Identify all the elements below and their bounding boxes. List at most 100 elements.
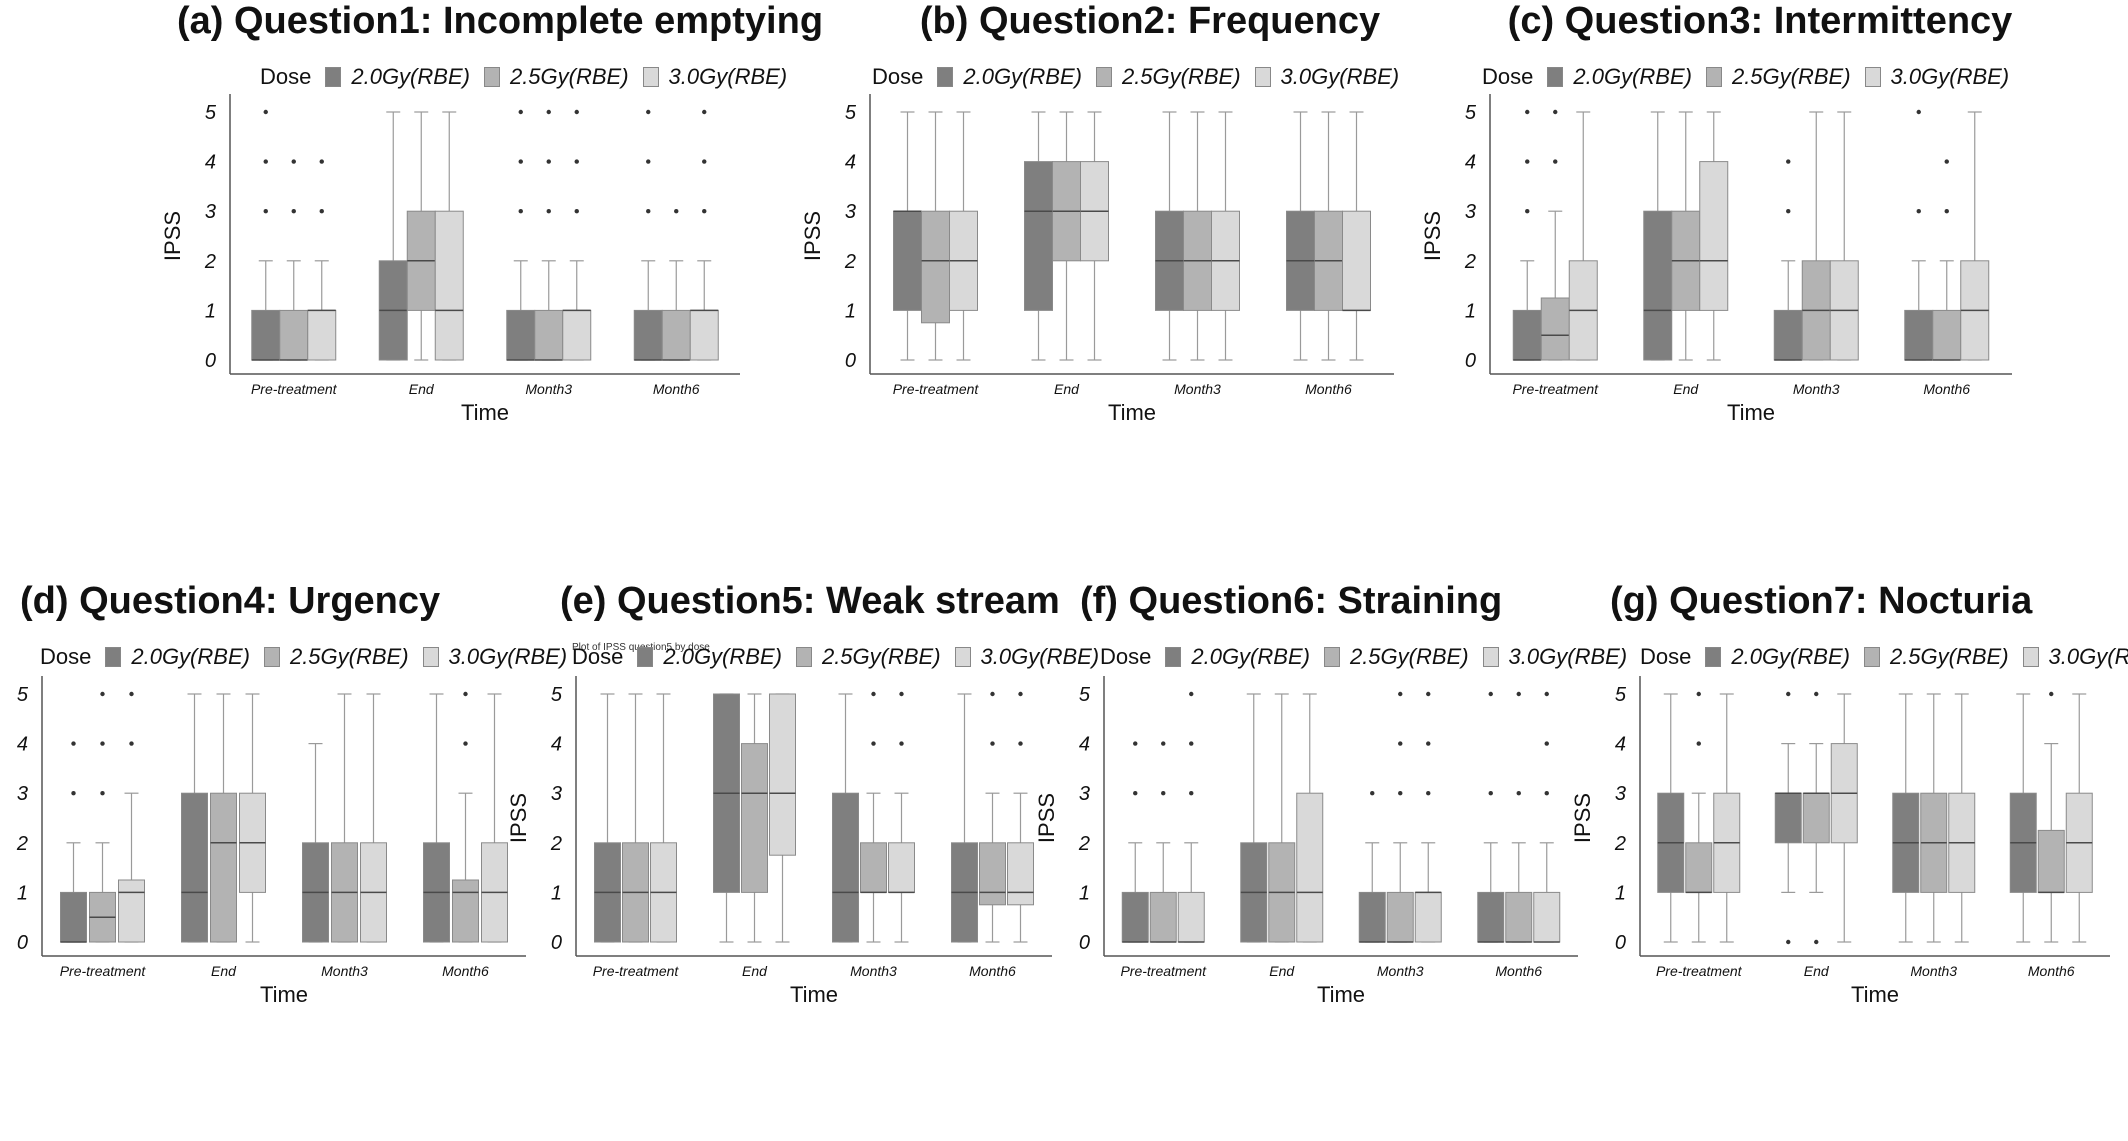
outlier-point [546, 159, 551, 164]
outlier-point [100, 741, 105, 746]
legend-title: Dose [1100, 644, 1152, 669]
outlier-point [263, 109, 268, 115]
y-tick-label: 5 [1465, 102, 1477, 124]
legend-label: 2.0Gy(RBE) [131, 644, 250, 669]
y-tick-label: 2 [1614, 833, 1626, 855]
outlier-point [71, 791, 76, 796]
outlier-point [291, 209, 296, 214]
x-axis-label: Time [1108, 400, 1156, 425]
legend-key [1547, 67, 1564, 87]
x-axis-label: Time [1317, 982, 1365, 1007]
legend-key [2022, 647, 2039, 667]
outlier-point [1544, 791, 1549, 796]
y-tick-label: 5 [17, 684, 29, 706]
x-tick-label: Pre-treatment [251, 381, 338, 397]
legend-label: 3.0Gy(RBE) [448, 644, 568, 669]
y-tick-label: 3 [17, 783, 28, 805]
box [769, 693, 796, 856]
box [1149, 891, 1177, 943]
y-tick-label: 1 [1079, 882, 1090, 904]
legend-key [1705, 67, 1722, 87]
outlier-point [319, 159, 324, 164]
y-tick-label: 0 [551, 932, 562, 954]
outlier-point [574, 159, 579, 164]
box [893, 210, 922, 311]
outlier-point [1018, 741, 1023, 746]
legend-title: Dose [872, 64, 924, 89]
outlier-point [518, 159, 523, 164]
x-tick-label: End [742, 963, 768, 979]
y-tick-label: 3 [1465, 201, 1476, 223]
outlier-point [646, 109, 651, 115]
box [1296, 792, 1324, 943]
outlier-point [899, 691, 904, 697]
box [1774, 792, 1802, 844]
x-tick-label: Month3 [1910, 963, 1957, 979]
legend-label: 3.0Gy(RBE) [2048, 644, 2128, 669]
outlier-point [518, 109, 523, 115]
outlier-point [1916, 109, 1921, 115]
outlier-point [1544, 691, 1549, 697]
outlier-point [1189, 791, 1194, 796]
x-tick-label: Pre-treatment [1120, 963, 1207, 979]
x-tick-label: Pre-treatment [593, 963, 680, 979]
x-tick-label: End [1804, 963, 1830, 979]
legend-key [1323, 647, 1340, 667]
legend-label: 2.5Gy(RBE) [1731, 64, 1851, 89]
legend: Dose 2.0Gy(RBE) 2.5Gy(RBE) 3.0Gy(RBE) [1100, 644, 1641, 670]
x-tick-label: Pre-treatment [1656, 963, 1743, 979]
box [1643, 210, 1673, 361]
outlier-point [1133, 791, 1138, 796]
legend-key [105, 647, 122, 667]
outlier-point [1525, 109, 1530, 115]
x-tick-label: End [1054, 381, 1080, 397]
box [1505, 891, 1533, 943]
box [1685, 842, 1713, 893]
legend: Dose 2.0Gy(RBE) 2.5Gy(RBE) 3.0Gy(RBE) [872, 64, 1413, 90]
legend-key [422, 647, 439, 667]
outlier-point [1398, 741, 1403, 746]
legend-label: 2.5Gy(RBE) [1121, 64, 1241, 89]
y-tick-label: 3 [1079, 783, 1090, 805]
outlier-point [990, 741, 995, 746]
y-tick-label: 3 [845, 201, 856, 223]
outlier-point [518, 209, 523, 214]
box [1477, 891, 1505, 943]
x-axis-label: Time [1727, 400, 1775, 425]
outlier-point [291, 159, 296, 164]
legend-label: 2.5Gy(RBE) [509, 64, 629, 89]
x-tick-label: End [1269, 963, 1295, 979]
outlier-point [1786, 691, 1791, 697]
outlier-point [574, 109, 579, 115]
x-tick-label: Month6 [653, 381, 700, 397]
box [1177, 891, 1205, 943]
outlier-point [463, 691, 468, 697]
y-tick-label: 1 [205, 300, 216, 322]
box [1699, 161, 1729, 311]
legend-label: 3.0Gy(RBE) [668, 64, 788, 89]
outlier-point [646, 209, 651, 214]
legend-title: Dose [572, 644, 624, 669]
outlier-point [1544, 741, 1549, 746]
outlier-point [100, 691, 105, 697]
panel-question6: (f) Question6: Straining Dose 2.0Gy(RBE) 2… [1034, 580, 1760, 1140]
y-tick-label: 1 [1465, 300, 1476, 322]
outlier-point [1189, 691, 1194, 697]
y-tick-label: 4 [551, 734, 562, 756]
legend-key [954, 647, 971, 667]
panel-title: (b) Question2: Frequency [919, 0, 1381, 42]
box [307, 309, 337, 361]
outlier-point [1370, 791, 1375, 796]
chart-plot: 012345Pre-treatmentEndMonth3Month6TimeIP… [16, 676, 526, 1007]
legend-key [1165, 647, 1182, 667]
outlier-point [1696, 741, 1701, 746]
legend-key [1254, 67, 1271, 87]
y-tick-label: 2 [204, 251, 216, 273]
outlier-point [1916, 209, 1921, 214]
outlier-point [1189, 741, 1194, 746]
box [562, 309, 592, 361]
y-axis-label: IPSS [1034, 793, 1059, 843]
panel-title: (a) Question1: Incomplete emptying [176, 0, 824, 42]
legend-key [1864, 67, 1881, 87]
